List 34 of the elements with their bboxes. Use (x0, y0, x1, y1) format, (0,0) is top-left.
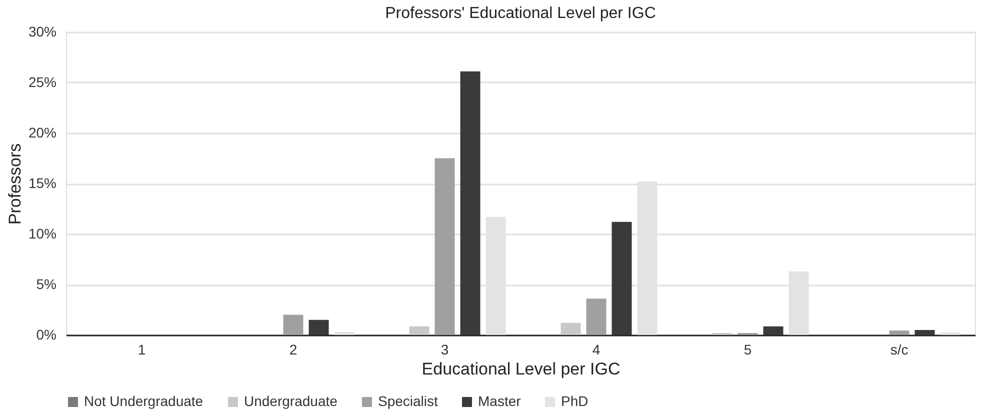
legend-label: Specialist (378, 393, 438, 409)
x-tick-label: 4 (592, 342, 600, 358)
chart-title: Professors' Educational Level per IGC (385, 5, 656, 22)
bar (914, 330, 935, 335)
bar (586, 298, 606, 335)
bar (560, 322, 581, 335)
bar (334, 332, 354, 335)
x-axis-title: Educational Level per IGC (422, 360, 620, 378)
y-axis-title: Professors (5, 143, 24, 225)
bar (409, 326, 430, 335)
y-tick-label: 30% (28, 24, 56, 40)
legend-label: Undergraduate (244, 393, 338, 409)
y-tick-label: 10% (28, 226, 56, 242)
bar (434, 158, 455, 335)
y-tick-label: 0% (36, 326, 56, 342)
x-tick-label: 1 (138, 342, 146, 358)
legend-label: Master (478, 393, 522, 409)
y-tick-label: 25% (28, 74, 56, 90)
bar (612, 222, 632, 335)
x-tick-label: s/c (890, 342, 908, 358)
bar (283, 314, 304, 335)
legend-label: Not Undergraduate (84, 393, 204, 409)
bar (460, 71, 480, 335)
y-tick-label: 15% (28, 175, 56, 191)
bar (889, 330, 910, 335)
y-tick-label: 20% (28, 124, 56, 140)
bar (763, 326, 784, 335)
legend-label: PhD (561, 393, 588, 409)
x-tick-label: 5 (744, 342, 752, 358)
x-tick-label: 3 (440, 342, 449, 358)
bar (308, 320, 329, 335)
bar (940, 332, 960, 335)
y-tick-label: 5% (36, 276, 56, 292)
x-tick-label: 2 (289, 342, 298, 358)
